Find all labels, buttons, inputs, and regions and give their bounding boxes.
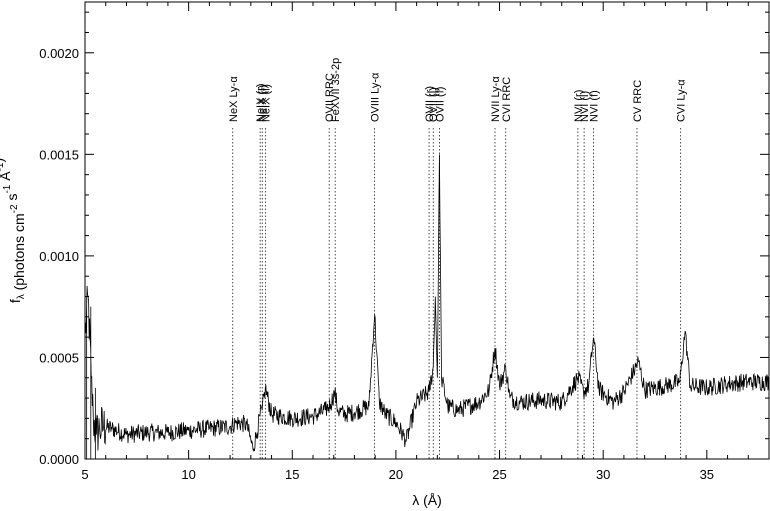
axis-ticks: 5 10 15 20 25 30 35 0.0000 0.0005 0.0010 0.0015 0.0… — [39, 2, 770, 482]
x-tick-label: 20 — [389, 467, 403, 482]
x-axis-label: λ (Å) — [412, 492, 442, 508]
line-label: CV RRC — [632, 80, 644, 122]
line-label: FeXVII 3s-2p — [330, 58, 342, 122]
y-axis-label: fλ (photons cm-2 s-1 Å-1) — [0, 158, 27, 303]
line-label: CVI RRC — [501, 77, 513, 122]
x-tick-label: 25 — [492, 467, 506, 482]
x-tick-label: 10 — [181, 467, 195, 482]
line-label: NVI (r) — [573, 90, 585, 122]
line-label: OVII (r) — [424, 86, 436, 122]
line-label: NeIX (r) — [255, 84, 267, 123]
line-label: NVII Ly-α — [490, 76, 502, 122]
line-label: CVI Ly-α — [676, 79, 688, 122]
line-label: OVII (i) — [428, 87, 440, 122]
x-tick-label: 35 — [700, 467, 714, 482]
y-tick-label: 0.0015 — [39, 147, 79, 162]
x-tick-label: 15 — [285, 467, 299, 482]
line-annotations: NeX Ly-α NeIX (r)NeIX (i)NeIX (f) OVII RRC… — [228, 58, 688, 459]
y-tick-label: 0.0010 — [39, 249, 79, 264]
line-label: NVI (f) — [588, 90, 600, 122]
line-label: NeX Ly-α — [228, 76, 240, 122]
plot-frame — [84, 1, 770, 460]
line-label: NVI (i) — [579, 91, 591, 122]
y-tick-label: 0.0020 — [39, 46, 79, 61]
line-label: OVIII Ly-α — [370, 72, 382, 122]
y-tick-label: 0.0000 — [39, 452, 79, 467]
spectrum-line — [84, 154, 770, 459]
line-label: NeIX (i) — [257, 85, 269, 122]
line-label: OVII (f) — [434, 87, 446, 122]
line-label: NeIX (f) — [260, 84, 272, 122]
line-label: OVII RRC — [324, 73, 336, 122]
x-tick-label: 5 — [81, 467, 88, 482]
y-tick-label: 0.0005 — [39, 350, 79, 365]
x-tick-label: 30 — [596, 467, 610, 482]
